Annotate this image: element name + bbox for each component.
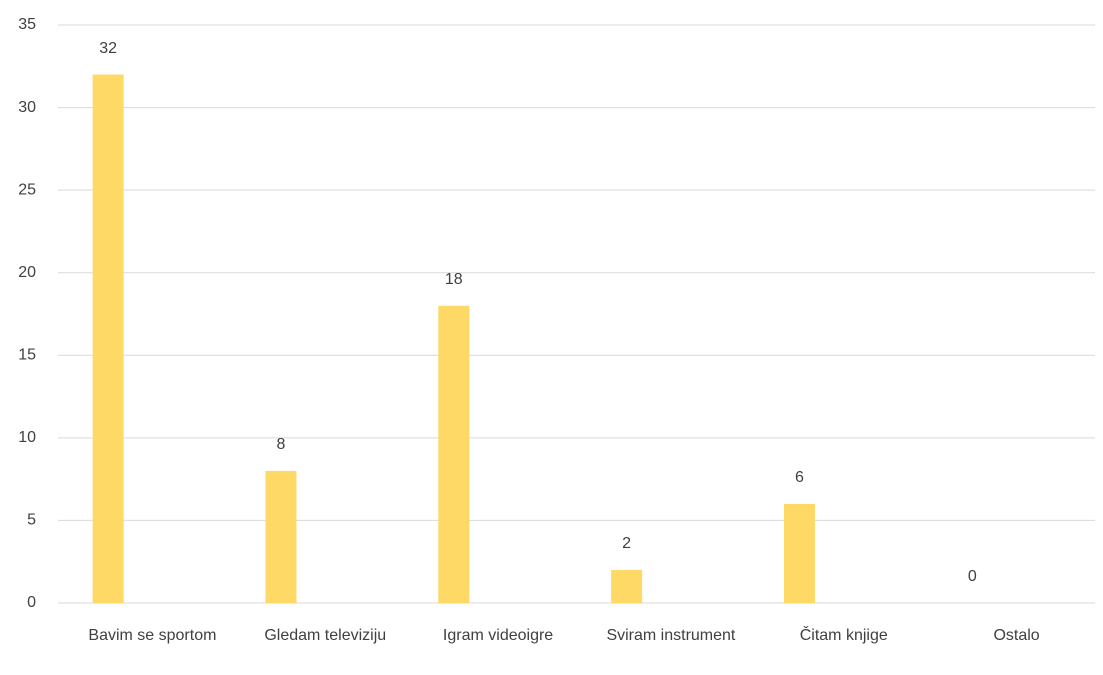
y-tick-label: 5 [27, 512, 36, 529]
x-tick-label: Gledam televiziju [264, 627, 387, 644]
y-tick-label: 0 [27, 594, 36, 611]
y-tick-label: 35 [18, 16, 36, 33]
bar [92, 74, 124, 604]
x-tick-label: Ostalo [993, 627, 1040, 644]
bar [438, 305, 470, 603]
bar [611, 569, 643, 603]
x-tick-label: Sviram instrument [606, 627, 736, 644]
y-tick-label: 10 [18, 429, 36, 446]
data-label: 2 [622, 535, 631, 552]
data-label: 0 [968, 568, 977, 585]
y-tick-label: 25 [18, 181, 36, 198]
y-tick-label: 15 [18, 347, 36, 364]
bar [783, 503, 815, 603]
data-label: 6 [795, 469, 804, 486]
data-label: 18 [445, 271, 463, 288]
data-label: 8 [277, 436, 286, 453]
x-tick-label: Čitam knjige [799, 627, 888, 644]
x-tick-label: Bavim se sportom [88, 627, 217, 644]
y-tick-label: 20 [18, 264, 36, 281]
bar [265, 470, 297, 603]
data-label: 32 [99, 40, 117, 57]
x-tick-label: Igram videoigre [442, 627, 554, 644]
y-tick-label: 30 [18, 99, 36, 116]
